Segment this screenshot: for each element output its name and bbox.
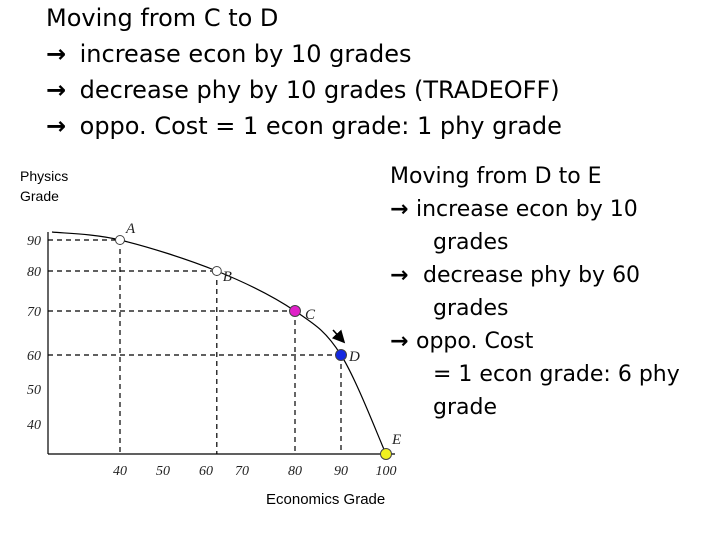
point-label-c: C — [305, 307, 316, 323]
x-tick-label: 90 — [334, 464, 348, 479]
arrow-icon: → — [46, 40, 67, 68]
y-tick-label: 60 — [27, 349, 41, 364]
right-point-1-cont: grades — [433, 230, 509, 255]
right-point-3-cont2: grade — [433, 395, 497, 420]
point-b — [211, 266, 222, 276]
x-tick-label: 100 — [376, 464, 397, 479]
point-c — [289, 305, 301, 317]
top-point-3: → oppo. Cost = 1 econ grade: 1 phy grade — [46, 108, 562, 144]
y-tick-label: 90 — [27, 234, 41, 249]
point-label-d: D — [348, 349, 360, 365]
y-tick-label: 80 — [27, 265, 41, 280]
y-tick-label: 50 — [27, 383, 41, 398]
x-tick-labels: 40 50 60 70 80 90 100 — [113, 464, 397, 479]
x-tick-label: 70 — [235, 464, 249, 479]
y-tick-label: 70 — [27, 305, 41, 320]
arrow-icon: → — [390, 329, 409, 354]
ppf-points: A B C D E — [115, 221, 401, 460]
right-point-3-cont: = 1 econ grade: 6 phy — [433, 362, 680, 387]
top-point-2: → decrease phy by 10 grades (TRADEOFF) — [46, 72, 562, 108]
point-d — [335, 349, 347, 361]
y-axis-title: Physics Grade — [20, 166, 68, 206]
x-axis-title: Economics Grade — [266, 491, 386, 508]
x-tick-label: 50 — [156, 464, 170, 479]
y-axis-title-line-2: Grade — [20, 188, 59, 204]
right-heading: Moving from D to E — [390, 164, 602, 189]
right-point-3: → oppo. Cost — [390, 325, 680, 358]
x-tick-label: 40 — [113, 464, 127, 479]
top-point-1: → increase econ by 10 grades — [46, 36, 562, 72]
arrow-icon: → — [390, 263, 409, 288]
guide-lines — [48, 239, 342, 454]
y-tick-label: 40 — [27, 418, 41, 433]
right-point-2-cont: grades — [433, 296, 509, 321]
y-tick-labels: 40 50 60 70 80 90 — [27, 234, 41, 433]
right-explanation: Moving from D to E → increase econ by 10 … — [390, 160, 680, 424]
x-tick-label: 60 — [199, 464, 213, 479]
top-explanation: Moving from C to D → increase econ by 10… — [46, 0, 562, 144]
arrow-icon: → — [46, 112, 67, 140]
right-point-2: → decrease phy by 60 — [390, 259, 680, 292]
y-axis-title-line-1: Physics — [20, 168, 69, 184]
top-heading: Moving from C to D — [46, 4, 279, 32]
point-e — [380, 448, 392, 460]
right-point-1: → increase econ by 10 — [390, 193, 680, 226]
point-a — [115, 235, 125, 245]
point-label-e: E — [391, 432, 401, 448]
c-to-d-arrow — [331, 329, 346, 344]
point-label-b: B — [223, 269, 232, 285]
x-tick-label: 80 — [288, 464, 302, 479]
point-label-a: A — [125, 221, 136, 237]
arrow-icon: → — [46, 76, 67, 104]
ppf-curve — [51, 231, 387, 455]
arrow-icon: → — [390, 197, 409, 222]
